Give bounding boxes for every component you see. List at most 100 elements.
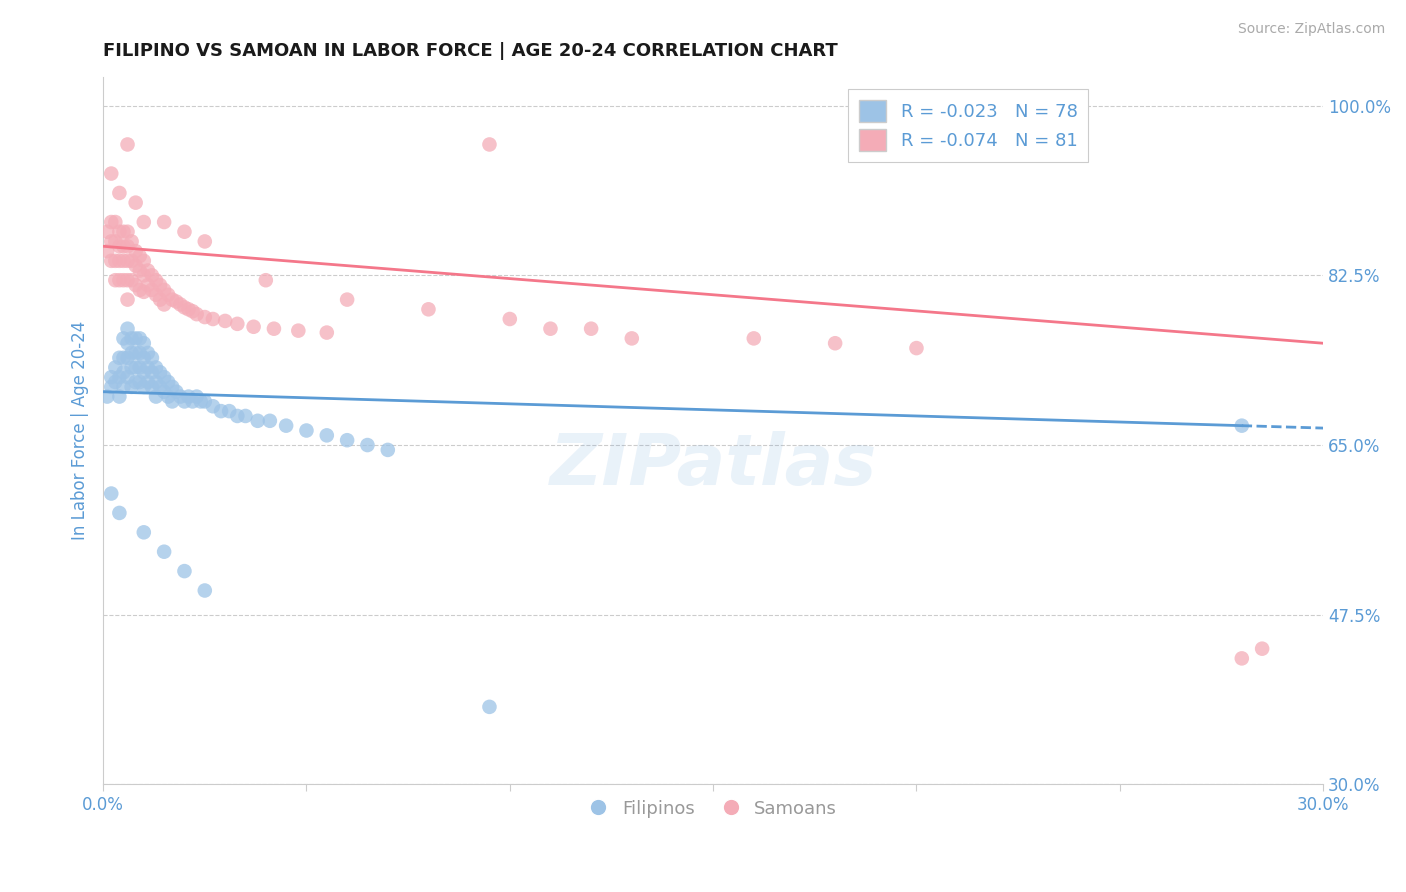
Point <box>117 321 139 335</box>
Text: Source: ZipAtlas.com: Source: ZipAtlas.com <box>1237 22 1385 37</box>
Point <box>128 375 150 389</box>
Point <box>100 253 122 268</box>
Point <box>418 302 440 317</box>
Point <box>112 351 135 365</box>
Point <box>149 278 172 293</box>
Point <box>108 351 131 365</box>
Point <box>132 351 155 365</box>
Point <box>157 287 180 301</box>
Point <box>132 215 155 229</box>
Point <box>141 283 163 297</box>
Point <box>194 394 217 409</box>
Point <box>165 294 187 309</box>
Point <box>153 283 176 297</box>
Point <box>186 307 208 321</box>
Point <box>162 293 184 307</box>
Point <box>117 336 139 351</box>
Point <box>287 324 309 338</box>
Point <box>108 253 131 268</box>
Point <box>124 244 146 259</box>
Point <box>117 225 139 239</box>
Point <box>108 370 131 384</box>
Point <box>128 249 150 263</box>
Point <box>356 438 378 452</box>
Point <box>117 293 139 307</box>
Point <box>108 239 131 253</box>
Point <box>141 365 163 379</box>
Point <box>173 301 195 315</box>
Point <box>194 235 217 249</box>
Point <box>157 390 180 404</box>
Point <box>478 137 501 152</box>
Point <box>315 428 337 442</box>
Point <box>242 319 264 334</box>
Point <box>124 278 146 293</box>
Point <box>136 346 159 360</box>
Point <box>201 399 224 413</box>
Point <box>112 239 135 253</box>
Point <box>100 215 122 229</box>
Point <box>132 380 155 394</box>
Point <box>104 235 127 249</box>
Point <box>117 253 139 268</box>
Point <box>136 263 159 277</box>
Point <box>117 351 139 365</box>
Point <box>201 312 224 326</box>
Point <box>141 351 163 365</box>
Point <box>226 409 249 423</box>
Point <box>145 360 167 375</box>
Point <box>104 215 127 229</box>
Point <box>100 167 122 181</box>
Point <box>117 137 139 152</box>
Point <box>132 268 155 283</box>
Point <box>124 360 146 375</box>
Point <box>214 314 236 328</box>
Point <box>235 409 257 423</box>
Point <box>295 424 318 438</box>
Point <box>112 253 135 268</box>
Point <box>742 331 765 345</box>
Point <box>121 360 143 375</box>
Point <box>186 390 208 404</box>
Point <box>579 321 602 335</box>
Point <box>165 384 187 399</box>
Point <box>132 253 155 268</box>
Point <box>149 293 172 307</box>
Point <box>173 564 195 578</box>
Point <box>153 370 176 384</box>
Point <box>128 263 150 277</box>
Point <box>132 525 155 540</box>
Point <box>153 384 176 399</box>
Point <box>96 225 118 239</box>
Point <box>128 346 150 360</box>
Point <box>136 278 159 293</box>
Point <box>162 380 184 394</box>
Point <box>124 346 146 360</box>
Text: ZIPatlas: ZIPatlas <box>550 432 877 500</box>
Point <box>108 273 131 287</box>
Point <box>149 365 172 379</box>
Text: FILIPINO VS SAMOAN IN LABOR FORCE | AGE 20-24 CORRELATION CHART: FILIPINO VS SAMOAN IN LABOR FORCE | AGE … <box>103 42 838 60</box>
Point <box>226 317 249 331</box>
Point <box>121 380 143 394</box>
Point <box>100 486 122 500</box>
Point <box>145 375 167 389</box>
Point <box>153 545 176 559</box>
Point <box>478 699 501 714</box>
Point <box>181 394 204 409</box>
Point <box>145 287 167 301</box>
Point <box>121 253 143 268</box>
Point <box>276 418 298 433</box>
Point <box>112 365 135 379</box>
Legend: Filipinos, Samoans: Filipinos, Samoans <box>582 792 844 825</box>
Point <box>218 404 240 418</box>
Point <box>141 380 163 394</box>
Point <box>157 375 180 389</box>
Point <box>132 336 155 351</box>
Point <box>246 414 269 428</box>
Point <box>141 268 163 283</box>
Point <box>136 375 159 389</box>
Point <box>112 225 135 239</box>
Point <box>117 273 139 287</box>
Point <box>100 235 122 249</box>
